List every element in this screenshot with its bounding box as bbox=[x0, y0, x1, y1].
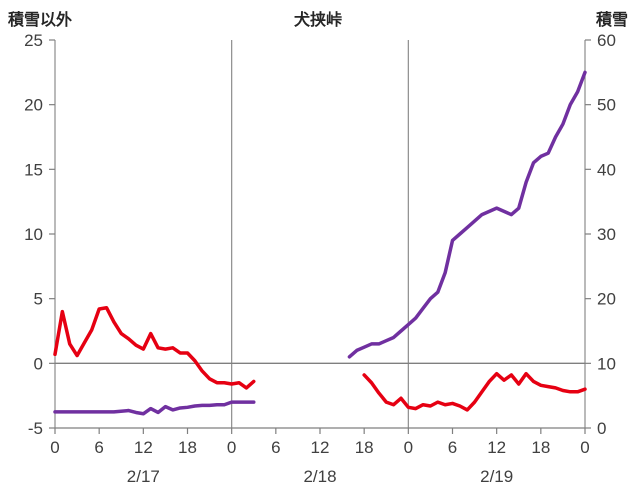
right-tick-label: 20 bbox=[597, 290, 616, 309]
left-tick-label: 15 bbox=[24, 160, 43, 179]
date-label: 2/19 bbox=[480, 467, 513, 486]
left-tick-label: 20 bbox=[24, 96, 43, 115]
x-tick-label: 6 bbox=[94, 438, 103, 457]
right-tick-label: 30 bbox=[597, 225, 616, 244]
x-tick-label: 0 bbox=[227, 438, 236, 457]
right-tick-label: 0 bbox=[597, 419, 606, 438]
chart-title: 犬挟峠 bbox=[293, 12, 342, 29]
x-tick-label: 18 bbox=[178, 438, 197, 457]
x-tick-label: 6 bbox=[271, 438, 280, 457]
right-tick-label: 50 bbox=[597, 96, 616, 115]
left-tick-label: 10 bbox=[24, 225, 43, 244]
x-tick-label: 0 bbox=[580, 438, 589, 457]
right-tick-label: 60 bbox=[597, 31, 616, 50]
left-tick-label: 5 bbox=[34, 290, 43, 309]
x-tick-label: 0 bbox=[50, 438, 59, 457]
x-tick-label: 18 bbox=[531, 438, 550, 457]
right-tick-label: 40 bbox=[597, 160, 616, 179]
x-tick-label: 0 bbox=[404, 438, 413, 457]
series-line-non-snow bbox=[53, 305, 256, 390]
date-label: 2/17 bbox=[127, 467, 160, 486]
series-line-snow-depth bbox=[347, 70, 587, 359]
left-tick-label: 0 bbox=[34, 354, 43, 373]
series-line-non-snow bbox=[362, 371, 587, 412]
x-tick-label: 6 bbox=[448, 438, 457, 457]
x-tick-label: 18 bbox=[355, 438, 374, 457]
date-label: 2/18 bbox=[303, 467, 336, 486]
right-tick-label: 10 bbox=[597, 354, 616, 373]
x-tick-label: 12 bbox=[134, 438, 153, 457]
left-tick-label: 25 bbox=[24, 31, 43, 50]
x-tick-label: 12 bbox=[311, 438, 330, 457]
x-tick-label: 12 bbox=[487, 438, 506, 457]
series-line-snow-depth bbox=[53, 400, 256, 416]
left-axis-title: 積雪以外 bbox=[8, 12, 73, 29]
right-axis-title: 積雪 bbox=[595, 12, 628, 29]
left-tick-label: -5 bbox=[28, 419, 43, 438]
